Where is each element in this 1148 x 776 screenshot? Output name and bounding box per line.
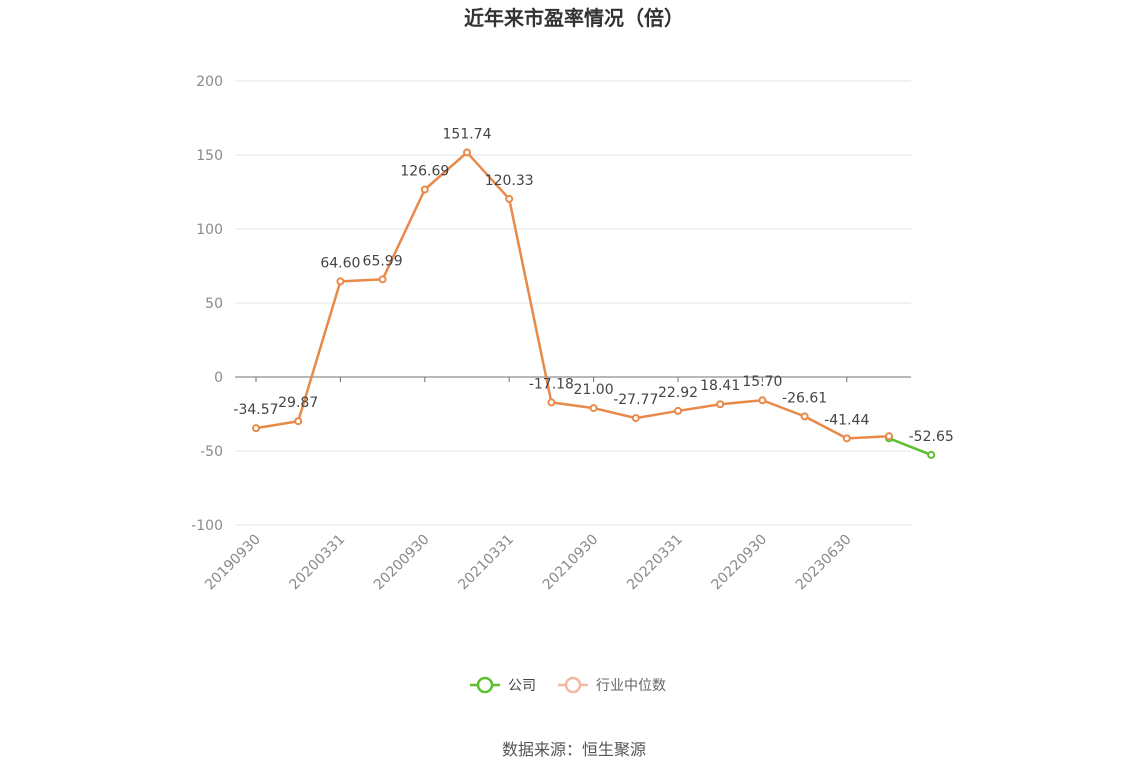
source-label: 数据来源：恒生聚源 [502,740,646,759]
data-label: -17.18 [529,376,574,392]
x-tick-label: 20190930 [202,532,264,594]
data-point [927,450,936,459]
y-tick-label: 100 [196,222,223,238]
y-tick-label: -50 [200,444,223,460]
data-label: 29.87 [278,395,318,411]
data-point [463,148,471,157]
data-point [674,406,682,415]
data-label: 15.70 [742,374,782,390]
x-tick-label: 20200331 [287,532,349,594]
data-label: -27.77 [613,392,658,408]
chart-title: 近年来市盈率情况（倍） [464,6,684,30]
data-point [420,185,429,194]
data-label: -26.61 [782,390,827,406]
data-label: 151.74 [443,126,492,142]
series-points [252,148,936,459]
data-label: -52.65 [909,429,954,445]
data-point [252,424,260,433]
series-line-0 [888,437,932,457]
data-point [716,400,725,409]
data-label: 126.69 [400,163,449,179]
x-tick-label: 20200930 [371,532,433,594]
data-point [589,404,598,413]
x-tick-label: 20220930 [709,532,771,594]
data-point [378,275,387,284]
y-tick-label: -100 [191,518,223,534]
data-label: 120.33 [485,173,534,189]
series-line-1 [255,151,890,440]
data-labels: -34.57 29.87 64.60 65.99 126.69 151.74 120.33 -… [233,126,953,444]
data-point [758,396,767,405]
y-tick-label: 200 [196,74,223,90]
legend[interactable]: 公司 行业中位数 [470,676,666,694]
y-tick-label: 150 [196,148,223,164]
data-label: 22.92 [658,385,698,401]
data-point [547,398,556,407]
data-label: 64.60 [320,255,360,271]
legend-label: 行业中位数 [596,678,666,694]
x-tick-label: 20210331 [455,532,517,594]
x-tick-label: 20220331 [624,532,686,594]
data-point [631,414,640,423]
y-tick-label: 0 [214,370,223,386]
data-point [885,432,893,441]
data-point [505,194,514,203]
x-tick-label: 20210930 [540,532,602,594]
data-label: 21.00 [574,382,614,398]
data-point [800,412,809,421]
data-point [294,417,303,426]
legend-marker-icon [476,676,494,694]
data-label: -41.44 [824,412,869,428]
legend-marker-icon [564,676,582,694]
y-axis: 200 150 100 50 0 -50 -100 [191,74,223,534]
y-tick-label: 50 [205,296,223,312]
legend-item-1[interactable]: 行业中位数 [558,676,666,694]
data-point [842,434,851,443]
series-lines [255,151,932,457]
data-label: 65.99 [363,253,403,269]
data-label: 18.41 [700,378,740,394]
data-label: -34.57 [233,402,278,418]
legend-item-0[interactable]: 公司 [470,676,536,694]
data-point [336,277,345,286]
legend-label: 公司 [508,678,536,694]
grid [235,80,911,526]
x-tick-label: 20230630 [793,532,855,594]
